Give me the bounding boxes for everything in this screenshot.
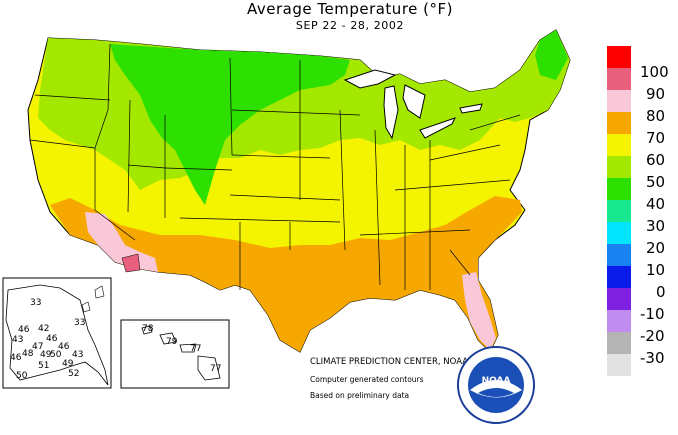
hawaii-islands xyxy=(141,325,221,381)
region-90-100 xyxy=(121,253,141,273)
legend-label: 0 xyxy=(656,283,666,301)
legend-swatch xyxy=(607,90,631,112)
lake-ontario xyxy=(459,103,483,114)
noaa-logo-text: NOAA xyxy=(482,376,511,386)
legend-swatch xyxy=(607,46,631,68)
legend-swatch xyxy=(607,288,631,310)
lake-superior xyxy=(343,69,397,89)
region-40-50-ne xyxy=(535,30,568,80)
legend-swatch xyxy=(607,244,631,266)
legend-label: 10 xyxy=(646,261,666,279)
legend-label: 40 xyxy=(646,195,666,213)
legend-swatch xyxy=(607,112,631,134)
legend-label: 100 xyxy=(640,63,669,81)
legend-swatch xyxy=(607,134,631,156)
region-40-50 xyxy=(110,44,350,205)
alaska-islands xyxy=(81,285,105,313)
legend-label: 30 xyxy=(646,217,666,235)
legend-label: -30 xyxy=(640,349,665,367)
legend-swatch xyxy=(607,354,631,376)
map-title: Average Temperature (°F) xyxy=(247,0,453,18)
legend-label: -20 xyxy=(640,327,665,345)
region-80-90-florida xyxy=(462,272,496,350)
legend-swatch xyxy=(607,178,631,200)
legend-swatch xyxy=(607,200,631,222)
map-date-range: SEP 22 - 28, 2002 xyxy=(295,19,405,32)
credit-contours: Computer generated contours xyxy=(310,375,424,384)
legend-swatch xyxy=(607,222,631,244)
legend-label: 70 xyxy=(646,129,666,147)
legend-label: 20 xyxy=(646,239,666,257)
credit-center: CLIMATE PREDICTION CENTER, NOAA xyxy=(310,357,469,367)
legend-swatch xyxy=(607,332,631,354)
lake-erie xyxy=(419,117,456,139)
state-boundaries xyxy=(29,43,521,290)
legend-label: 80 xyxy=(646,107,666,125)
region-80-90-sw xyxy=(85,212,158,272)
legend-swatch xyxy=(607,266,631,288)
alaska-shape xyxy=(5,284,109,386)
legend-label: -10 xyxy=(640,305,665,323)
credit-preliminary: Based on preliminary data xyxy=(310,391,410,400)
lake-huron xyxy=(402,84,426,119)
noaa-logo: NOAA xyxy=(457,346,535,424)
legend-swatch xyxy=(607,156,631,178)
legend-swatch xyxy=(607,310,631,332)
region-70-80-south xyxy=(50,196,522,352)
legend-label: 60 xyxy=(646,151,666,169)
lake-michigan xyxy=(383,85,399,140)
legend-swatch xyxy=(607,68,631,90)
legend-label: 50 xyxy=(646,173,666,191)
legend-label: 90 xyxy=(646,85,666,103)
